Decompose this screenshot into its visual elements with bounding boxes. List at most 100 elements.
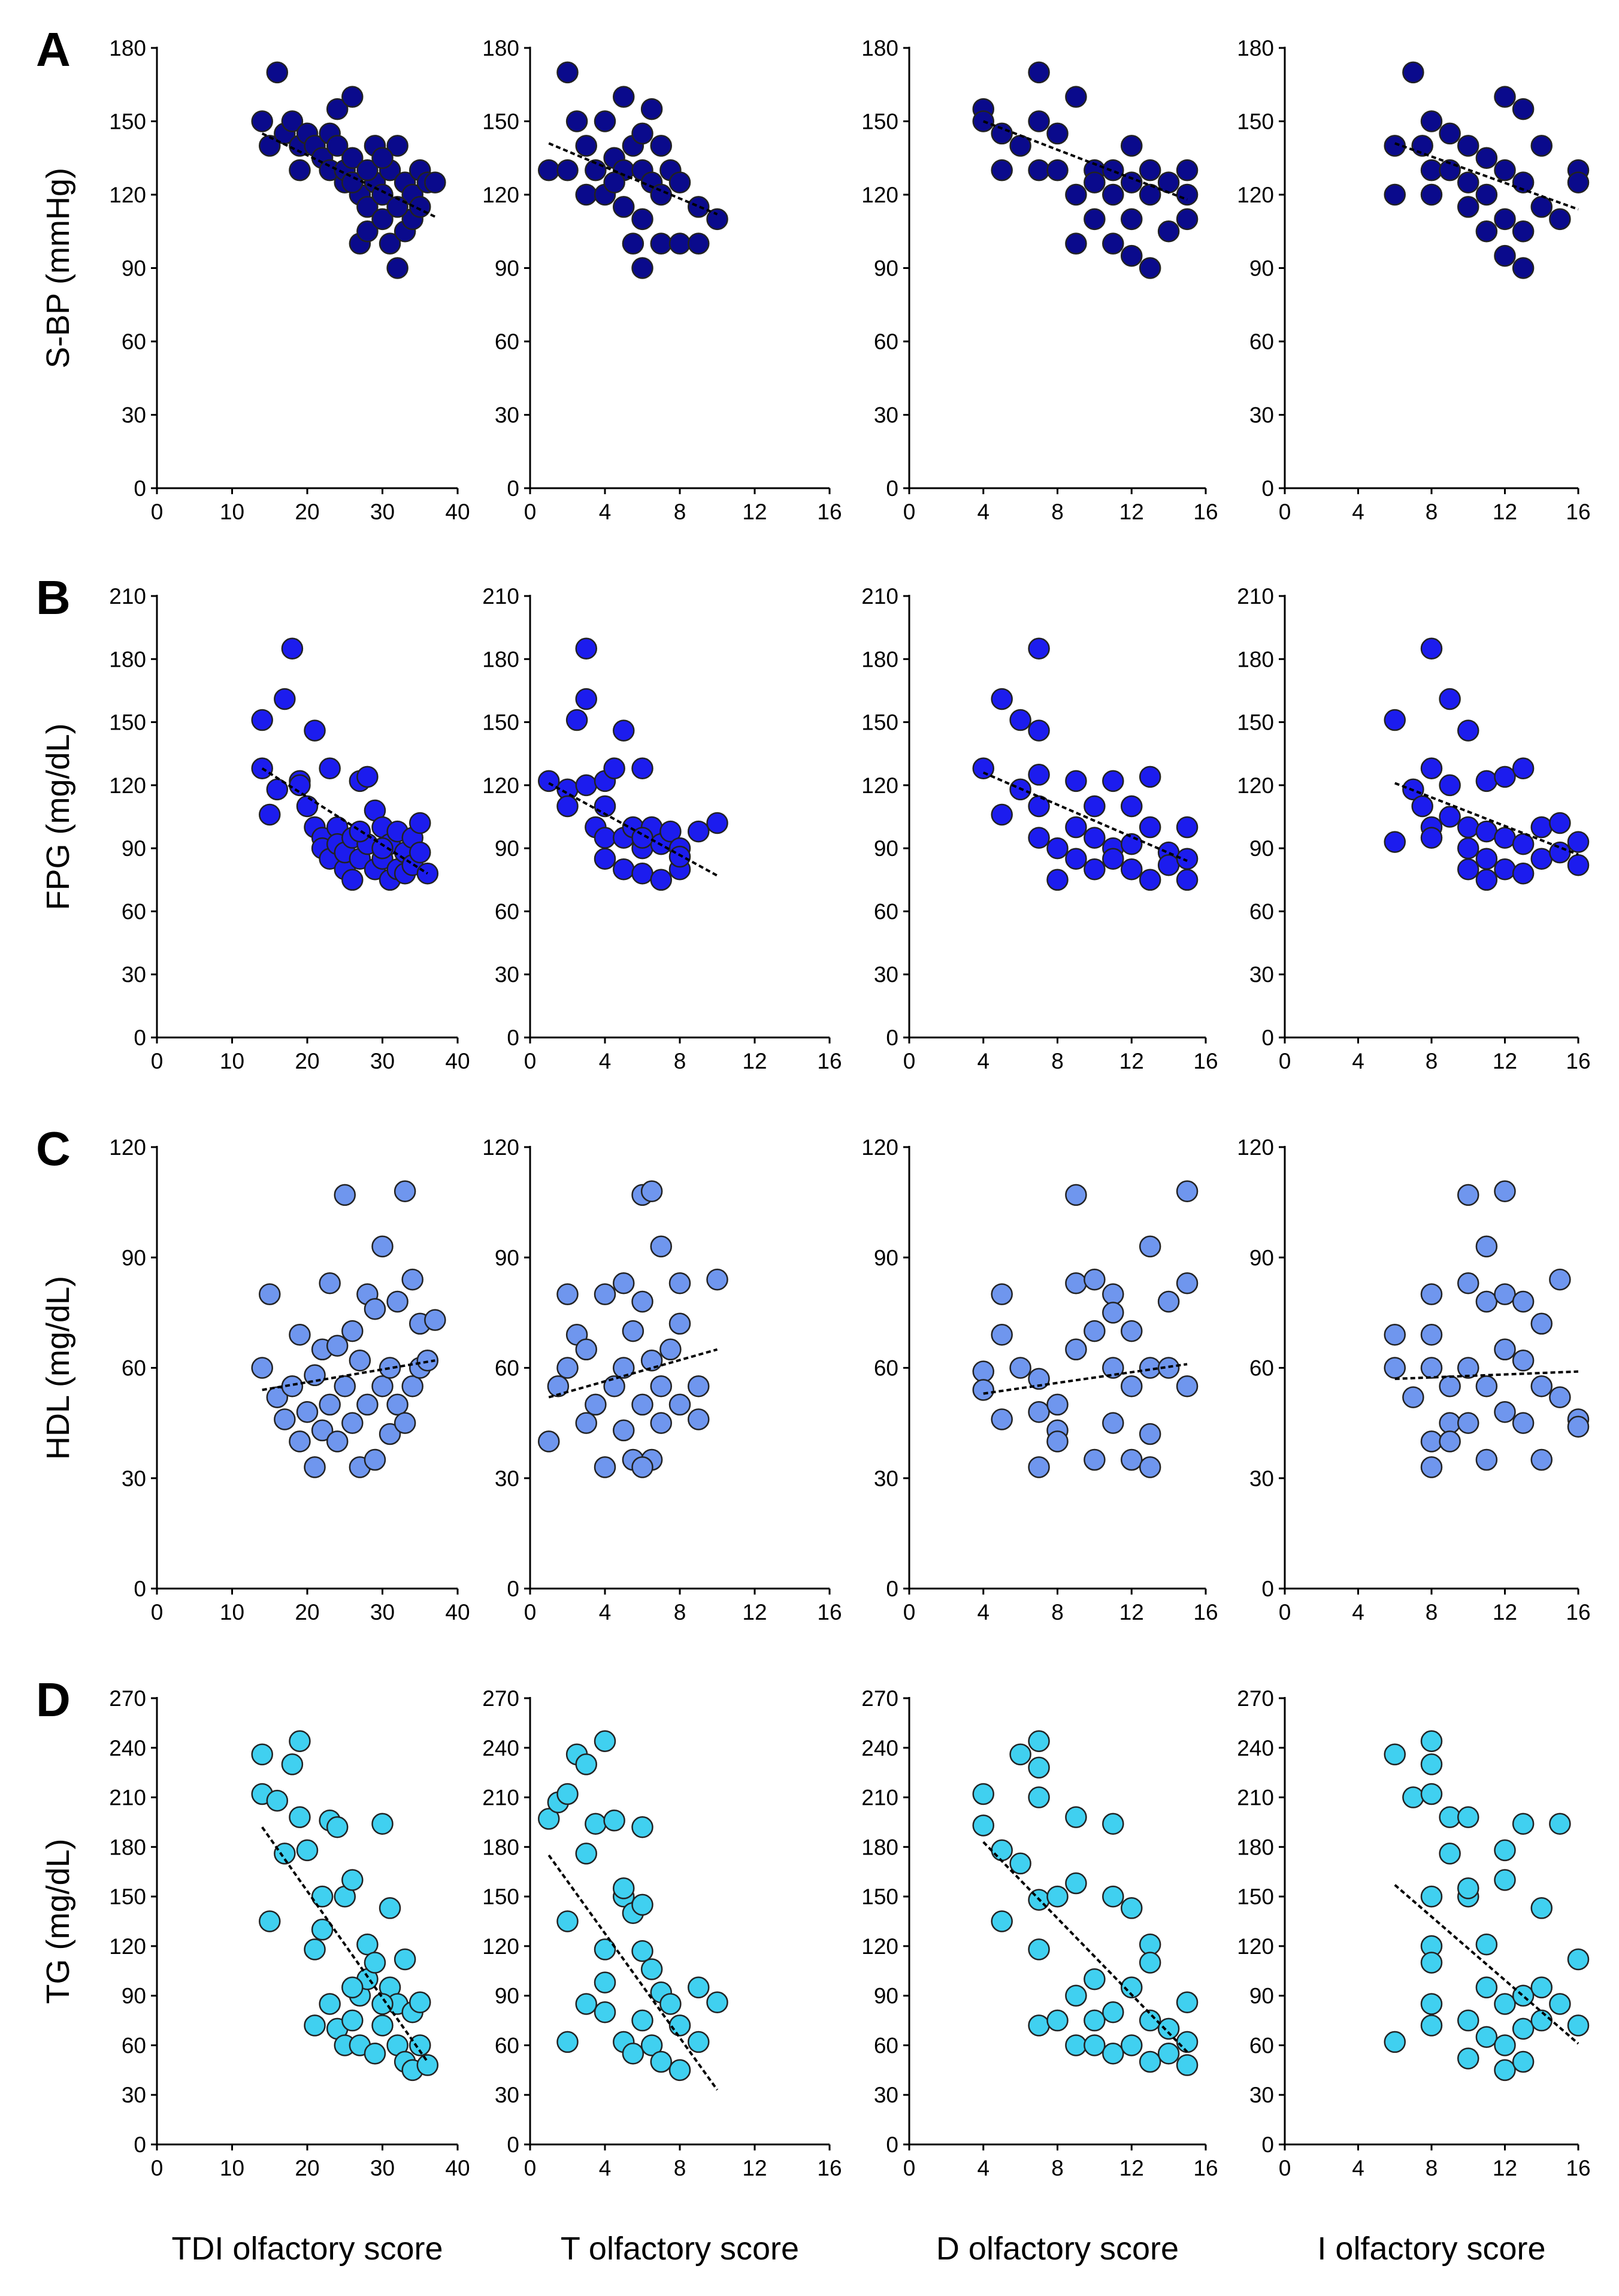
data-point [631,1456,653,1478]
x-tick-label: 4 [1352,1049,1364,1073]
y-tick-label: 150 [1237,1884,1274,1909]
data-point [1420,2014,1443,2037]
data-point [556,159,579,181]
x-tick-label: 8 [1426,1600,1438,1625]
x-tick-label: 4 [599,500,612,524]
data-point [1402,61,1424,84]
data-point [1102,1357,1124,1379]
x-tick-label: 4 [1352,500,1364,524]
x-tick-label: 12 [742,500,767,524]
y-tick-label: 60 [1249,329,1274,354]
data-point [1475,1976,1498,1999]
data-point [1028,110,1050,132]
data-point [1475,147,1498,169]
data-point [991,688,1013,710]
data-point [556,61,579,84]
data-point [1139,2009,1161,2032]
y-tick-label: 150 [1237,710,1274,735]
data-point [304,1456,326,1478]
data-point [1157,854,1180,876]
x-tick-label: 12 [1493,500,1517,524]
data-point [1065,86,1087,108]
data-point [1530,1375,1553,1397]
x-tick-label: 8 [674,1049,686,1073]
y-tick-label: 30 [874,2083,898,2107]
x-tick-label: 0 [903,1049,916,1073]
y-tick-label: 90 [495,1245,519,1270]
data-point [1046,122,1069,145]
y-tick-label: 120 [1237,183,1274,207]
y-tick-label: 60 [122,899,146,924]
y-tick-label: 180 [109,647,146,671]
data-point [538,159,560,181]
y-tick-label: 60 [1249,2033,1274,2058]
data-point [296,1839,319,1862]
data-point [668,2014,691,2037]
data-point [585,1393,607,1416]
data-point [281,1375,304,1397]
data-point [1046,1430,1069,1453]
y-tick-label: 30 [122,963,146,987]
x-axis-label: D olfactory score [936,2231,1179,2267]
data-point [1384,709,1406,731]
data-point [631,1893,653,1916]
y-tick-label: 120 [482,773,519,798]
x-tick-label: 0 [903,500,916,524]
data-point [688,820,710,843]
y-tick-label: 180 [1237,36,1274,60]
data-point [1530,1312,1553,1335]
x-axis-label: TDI olfactory score [171,2231,443,2267]
y-tick-label: 30 [495,963,519,987]
x-tick-label: 16 [1566,1600,1590,1625]
data-point [556,2031,579,2053]
y-tick-label: 60 [122,1356,146,1381]
data-point [1176,2054,1199,2076]
y-tick-label: 60 [122,329,146,354]
data-point [1420,1783,1443,1805]
x-tick-label: 12 [1119,500,1144,524]
data-point [1475,869,1498,891]
data-point [1046,2009,1069,2032]
y-tick-label: 180 [1237,1835,1274,1859]
x-tick-label: 8 [1426,2156,1438,2180]
data-point [341,1412,364,1434]
data-point [1028,719,1050,742]
data-point [1121,795,1143,818]
data-point [1139,257,1161,279]
data-point [659,1338,682,1361]
x-tick-label: 30 [370,1049,395,1073]
data-point [688,1976,710,1999]
y-tick-label: 30 [122,403,146,428]
x-tick-label: 12 [742,1600,767,1625]
data-point [972,1360,994,1383]
data-point [565,709,588,731]
y-tick-label: 90 [874,256,898,281]
data-point [424,171,446,193]
y-tick-label: 210 [1237,1786,1274,1810]
data-point [334,1184,356,1206]
x-axis-label: I olfactory score [1317,2231,1545,2267]
data-point [594,827,616,849]
y-tick-label: 210 [109,1786,146,1810]
data-point [1009,1852,1031,1875]
data-point [1420,1753,1443,1775]
data-point [1420,1283,1443,1305]
data-point [603,757,625,780]
data-point [972,1814,994,1837]
data-point [259,1283,281,1305]
x-tick-label: 16 [1193,2156,1218,2180]
data-point [416,1349,439,1372]
data-point [575,1843,597,1865]
data-point [1512,863,1535,885]
data-point [311,1419,334,1442]
data-point [1084,1968,1106,1991]
y-tick-label: 180 [861,647,898,671]
data-point [1121,135,1143,157]
x-tick-label: 4 [977,500,989,524]
data-point [1457,1412,1479,1434]
data-point [1494,1338,1516,1361]
data-point [631,863,653,885]
x-tick-label: 30 [370,500,395,524]
y-tick-label: 210 [1237,584,1274,609]
y-tick-label: 150 [861,110,898,134]
